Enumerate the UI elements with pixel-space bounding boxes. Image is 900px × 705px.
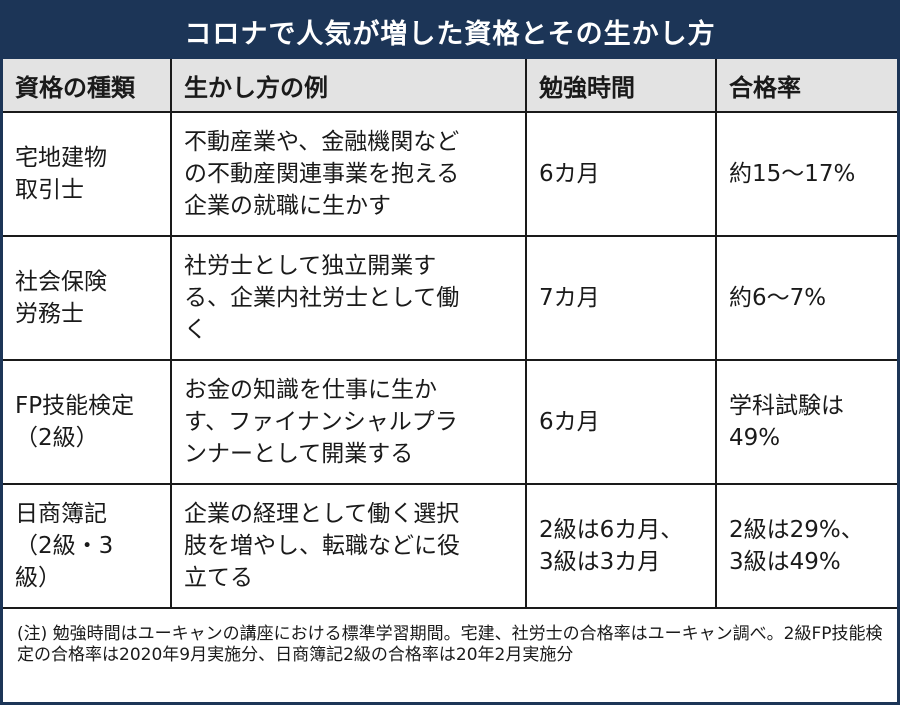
usage-example: 不動産業や、金融機関など の不動産関連事業を抱える 企業の就職に生かす: [170, 111, 527, 237]
usage-example: お金の知識を仕事に生か す、ファイナンシャルプラ ンナーとして開業する: [170, 359, 527, 485]
pass-rate: 約6～7%: [715, 235, 897, 361]
pass-rate: 学科試験は 49%: [715, 359, 897, 485]
footnote: (注) 勉強時間はユーキャンの講座における標準学習期間。宅建、社労士の合格率はユ…: [17, 624, 883, 665]
header-qualification-type: 資格の種類: [3, 59, 172, 113]
table-row: FP技能検定 （2級） お金の知識を仕事に生か す、ファイナンシャルプラ ンナー…: [3, 359, 897, 485]
qualification-name: FP技能検定 （2級）: [3, 359, 172, 485]
table-title: コロナで人気が増した資格とその生かし方: [3, 3, 897, 59]
header-pass-rate: 合格率: [715, 59, 897, 113]
study-time: 2級は6カ月、 3級は3カ月: [525, 483, 717, 609]
qualification-name: 宅地建物 取引士: [3, 111, 172, 237]
qualification-table: 資格の種類 生かし方の例 勉強時間 合格率 宅地建物 取引士 不動産業や、金融機…: [3, 59, 897, 609]
table-row: 宅地建物 取引士 不動産業や、金融機関など の不動産関連事業を抱える 企業の就職…: [3, 111, 897, 237]
qualification-name: 日商簿記 （2級・3 級）: [3, 483, 172, 609]
pass-rate: 2級は29%、 3級は49%: [715, 483, 897, 609]
study-time: 6カ月: [525, 111, 717, 237]
study-time: 6カ月: [525, 359, 717, 485]
usage-example: 企業の経理として働く選択 肢を増やし、転職などに役 立てる: [170, 483, 527, 609]
header-row: 資格の種類 生かし方の例 勉強時間 合格率: [3, 59, 897, 113]
table-row: 社会保険 労務士 社労士として独立開業す る、企業内社労士として働 く 7カ月 …: [3, 235, 897, 361]
qualification-name: 社会保険 労務士: [3, 235, 172, 361]
table-row: 日商簿記 （2級・3 級） 企業の経理として働く選択 肢を増やし、転職などに役 …: [3, 483, 897, 609]
study-time: 7カ月: [525, 235, 717, 361]
header-usage-example: 生かし方の例: [170, 59, 527, 113]
header-study-time: 勉強時間: [525, 59, 717, 113]
usage-example: 社労士として独立開業す る、企業内社労士として働 く: [170, 235, 527, 361]
pass-rate: 約15～17%: [715, 111, 897, 237]
